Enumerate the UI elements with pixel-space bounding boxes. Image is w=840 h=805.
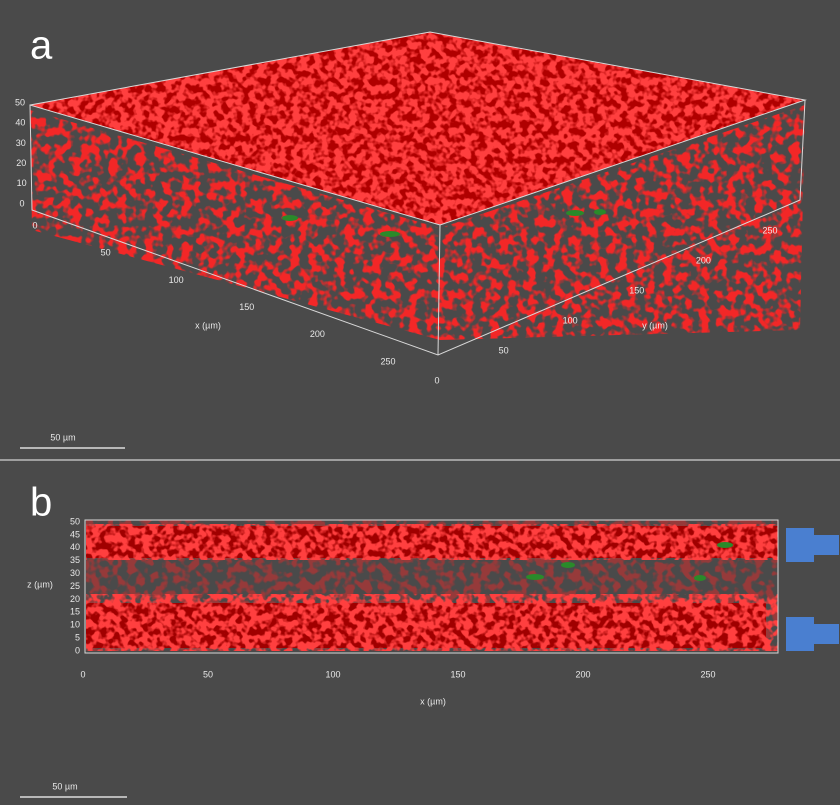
render-side (84, 519, 779, 654)
tick-label: 50 (499, 345, 509, 355)
axis-title: y (µm) (642, 320, 668, 330)
green-cell (380, 231, 400, 237)
tick-label: 250 (380, 356, 395, 366)
green-cell (594, 209, 606, 215)
tick-label: 40 (15, 118, 25, 128)
tick-label: 40 (70, 542, 80, 552)
axis-title: x (µm) (195, 320, 221, 330)
tick-label: 0 (19, 198, 24, 208)
bounding-box (437, 224, 441, 356)
tick-label: 200 (696, 255, 711, 265)
tick-label: 0 (75, 645, 80, 655)
arrow (786, 617, 839, 651)
tick-label: 5 (75, 632, 80, 642)
tick-label: 150 (629, 285, 644, 295)
tick-label: 0 (434, 375, 439, 385)
tick-label: 50 (101, 248, 111, 258)
tick-label: 35 (70, 555, 80, 565)
tick-label: 50 (203, 669, 213, 679)
top-band-texture (86, 524, 778, 560)
bottom-band-texture (86, 594, 778, 651)
green-cell (717, 542, 733, 548)
tick-label: 250 (700, 669, 715, 679)
tick-label: 200 (310, 329, 325, 339)
panel-label: b (30, 481, 52, 525)
tick-label: 15 (70, 607, 80, 617)
tick-label: 20 (70, 594, 80, 604)
green-cell (694, 575, 706, 581)
tick-label: 10 (17, 178, 27, 188)
tick-label: 45 (70, 529, 80, 539)
tick-label: 50 (70, 516, 80, 526)
tick-label: 200 (575, 669, 590, 679)
tick-label: 0 (80, 669, 85, 679)
axis-title: x (µm) (420, 696, 446, 706)
bounding-box (84, 519, 779, 654)
tick-label: 100 (563, 315, 578, 325)
tick-label: 30 (70, 568, 80, 578)
tick-label: 30 (16, 138, 26, 148)
tick-label: 0 (32, 220, 37, 230)
scale-bar-label: 50 µm (50, 432, 75, 442)
green-cell (561, 562, 575, 568)
tick-label: 100 (325, 669, 340, 679)
tick-label: 25 (70, 581, 80, 591)
green-cell (282, 215, 298, 221)
tick-label: 150 (239, 302, 254, 312)
bounding-box (29, 31, 807, 356)
axis-title: z (µm) (27, 579, 53, 589)
green-cell (526, 574, 544, 580)
arrow (786, 528, 839, 562)
tick-label: 250 (762, 225, 777, 235)
tick-label: 20 (16, 158, 26, 168)
tick-label: 50 (15, 97, 25, 107)
green-cell (566, 210, 584, 216)
panel-label: a (30, 24, 53, 68)
scale-bar-label: 50 µm (52, 781, 77, 791)
tick-label: 150 (450, 669, 465, 679)
tick-label: 10 (70, 620, 80, 630)
tick-label: 100 (169, 275, 184, 285)
